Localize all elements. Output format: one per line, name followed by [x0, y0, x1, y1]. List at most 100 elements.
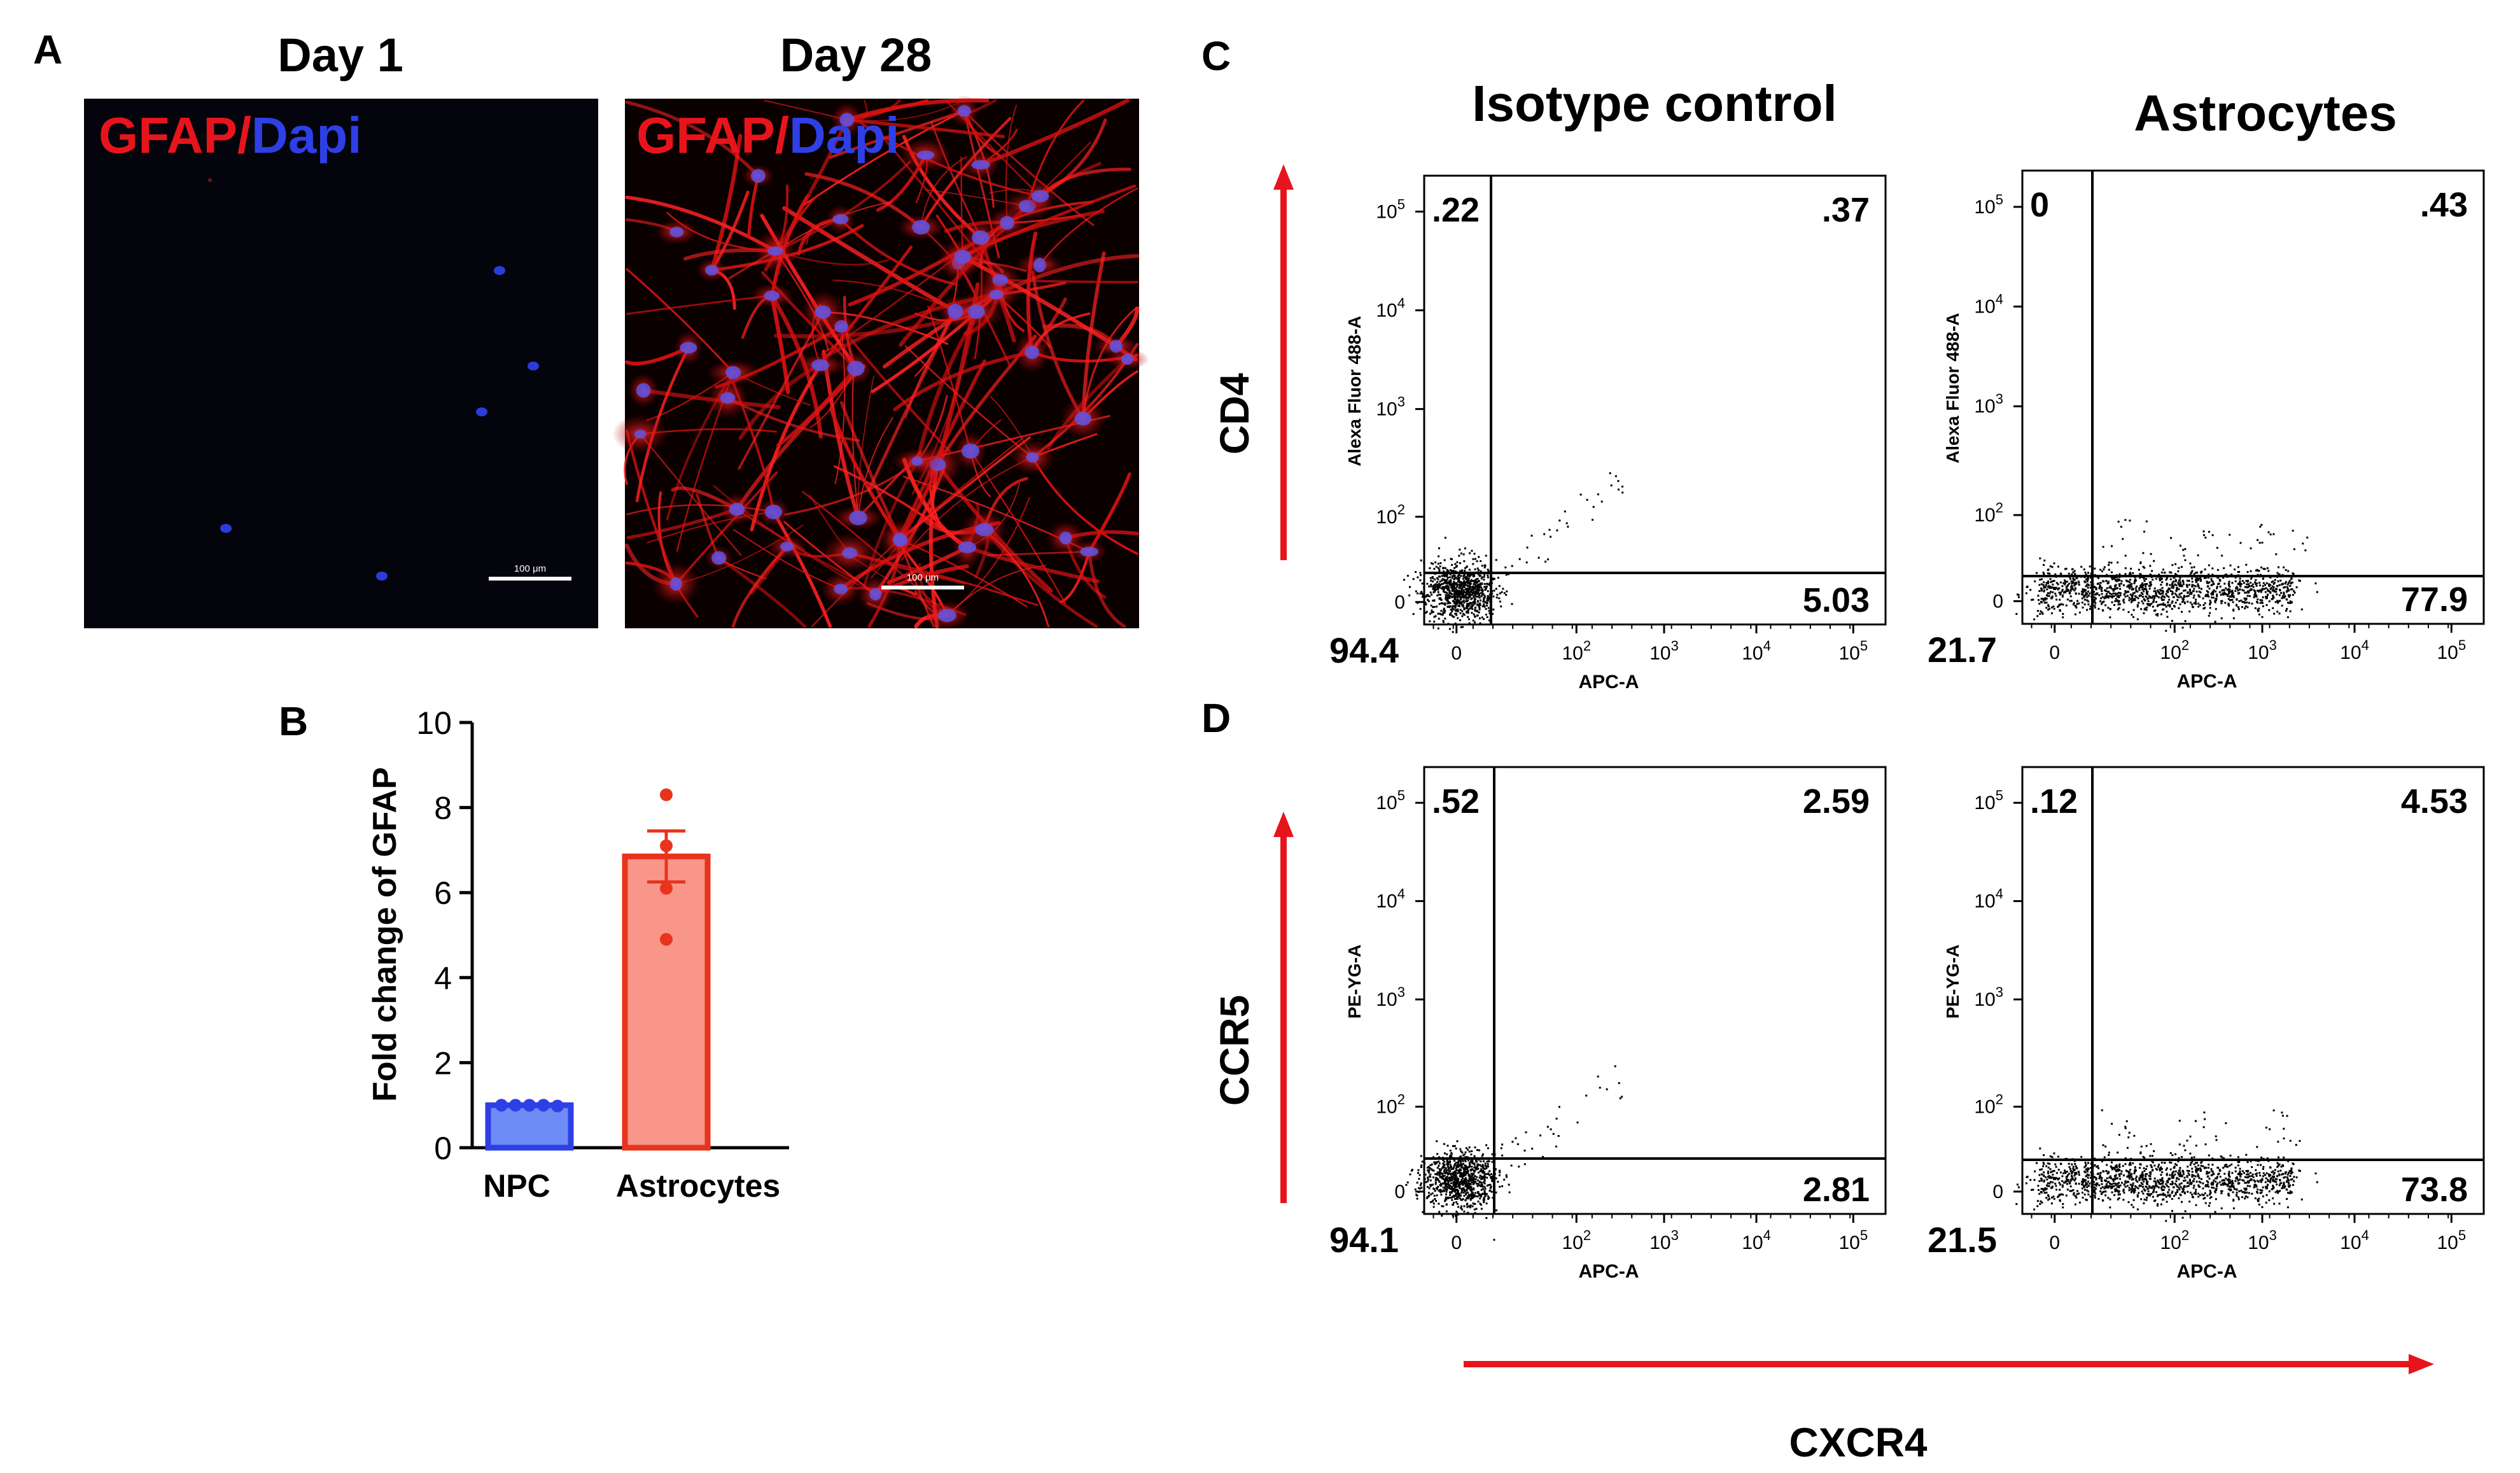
flow-event: [1464, 577, 1467, 580]
flow-event: [2187, 600, 2189, 603]
flow-event: [1478, 607, 1481, 610]
flow-event: [1481, 594, 1483, 596]
flow-event: [2047, 1176, 2049, 1178]
flow-event: [2078, 1192, 2080, 1195]
flow-event: [1478, 1149, 1481, 1152]
flow-event: [1470, 579, 1473, 581]
flow-event: [2255, 583, 2257, 585]
flow-event: [2209, 1190, 2211, 1192]
flow-event: [2272, 607, 2274, 609]
flow-event: [2255, 1185, 2258, 1188]
flow-x-axis-label: APC-A: [2177, 1261, 2237, 1282]
flow-event: [1428, 595, 1431, 598]
flow-event: [2208, 614, 2210, 617]
flow-event: [2052, 583, 2054, 586]
flow-event: [1467, 1186, 1470, 1188]
flow-event: [2257, 589, 2258, 592]
flow-event: [1480, 1194, 1482, 1197]
flow-event: [2222, 589, 2225, 591]
flow-event: [1487, 1147, 1489, 1150]
flow-event: [1436, 1173, 1438, 1176]
flow-event: [1461, 1166, 1464, 1169]
flow-event: [2118, 573, 2121, 575]
flow-event: [2038, 590, 2041, 592]
flow-event: [2278, 1163, 2281, 1166]
flow-event: [1448, 1183, 1450, 1186]
flow-event: [1499, 592, 1501, 595]
flow-event: [2264, 591, 2267, 593]
flow-event: [2286, 1198, 2288, 1200]
flow-event: [2178, 1178, 2180, 1181]
flow-event: [1469, 1178, 1472, 1180]
flow-event: [1443, 1169, 1446, 1171]
flow-event: [2129, 593, 2132, 596]
flow-event: [2269, 584, 2272, 586]
flow-event: [2062, 1194, 2064, 1196]
flow-event: [2174, 1173, 2176, 1176]
flow-event: [1440, 602, 1443, 604]
flow-event: [1467, 591, 1470, 593]
flow-event: [2152, 1161, 2154, 1164]
flow-event: [2181, 580, 2184, 582]
flow-event: [2237, 608, 2240, 610]
flow-event: [2274, 588, 2277, 590]
flow-event: [2245, 591, 2248, 594]
flow-event: [2050, 1196, 2053, 1199]
flow-event: [2146, 1193, 2148, 1195]
flow-event: [1434, 1181, 1437, 1183]
flow-event: [2064, 1172, 2067, 1174]
flow-event: [2113, 577, 2116, 579]
flow-event: [1499, 600, 1501, 603]
flow-event: [2232, 609, 2235, 611]
flow-event: [2227, 602, 2230, 605]
flow-event: [2120, 580, 2123, 582]
flow-event: [1464, 1181, 1466, 1183]
flow-event: [2197, 1164, 2199, 1167]
flow-event: [1456, 1202, 1459, 1205]
flow-event: [2081, 1183, 2083, 1185]
flow-event: [2134, 595, 2137, 597]
flow-event: [2195, 1180, 2198, 1183]
flow-event: [2131, 587, 2134, 589]
flow-event: [2115, 598, 2117, 600]
flow-event: [2132, 1182, 2134, 1185]
flow-event: [1445, 1203, 1448, 1206]
flow-event: [1479, 1202, 1481, 1205]
flow-event: [1443, 621, 1445, 623]
flow-event: [2104, 1190, 2107, 1193]
flow-event: [2262, 1167, 2264, 1170]
bar-y-tick-label: 0: [434, 1131, 452, 1166]
flow-event: [2026, 1176, 2028, 1178]
flow-event: [1426, 595, 1429, 597]
quadrant-upper-right: .43: [2420, 186, 2468, 224]
flow-event: [1473, 613, 1475, 616]
flow-event: [2166, 1185, 2168, 1187]
flow-event: [2290, 582, 2292, 585]
flow-event: [2176, 1164, 2178, 1166]
flow-event: [2101, 1177, 2103, 1179]
flow-event: [2244, 602, 2247, 604]
flow-event: [2045, 602, 2048, 604]
flow-event: [2111, 1168, 2113, 1171]
cell-nucleus: [780, 542, 794, 552]
flow-event: [1448, 593, 1451, 595]
flow-event: [2117, 1194, 2120, 1196]
flow-event: [2267, 570, 2270, 572]
flow-event: [2066, 1180, 2068, 1182]
flow-event: [2169, 1174, 2171, 1176]
flow-event: [1469, 590, 1472, 593]
flow-event: [2227, 582, 2230, 585]
flow-event: [2085, 1164, 2087, 1166]
flow-event: [1481, 565, 1483, 567]
flow-event: [2103, 566, 2106, 568]
flow-event: [2265, 587, 2267, 589]
flow-event: [2216, 1182, 2219, 1185]
flow-event: [1478, 1176, 1481, 1179]
flow-event: [2191, 577, 2194, 580]
flow-event: [2138, 1179, 2141, 1181]
flow-event: [2209, 1192, 2211, 1194]
flow-event: [2262, 1175, 2264, 1178]
flow-event: [1463, 602, 1466, 603]
flow-event: [1492, 1176, 1494, 1178]
flow-event: [2119, 1178, 2122, 1180]
